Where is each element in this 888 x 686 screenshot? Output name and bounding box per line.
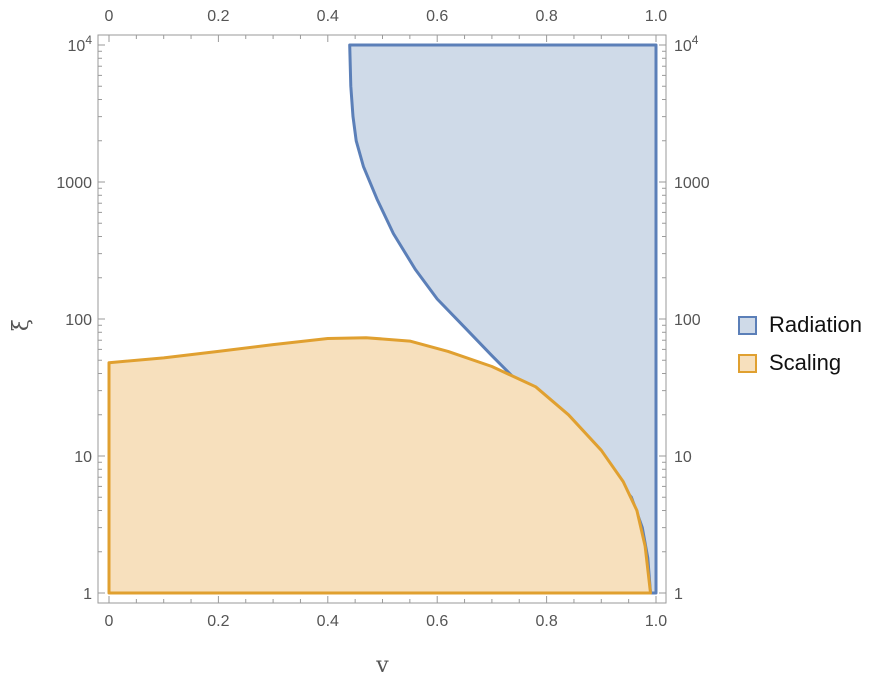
ticks-layer: 0 0 0.2 0.2 0.4 0.4 0.6 0.6 0.8 0.8 1.0 1.0 1 1 10 10 10… <box>56 8 709 630</box>
y-tick-label-left: 1000 <box>56 175 92 192</box>
x-axis-label: v <box>375 653 389 678</box>
series-layer <box>107 43 658 595</box>
x-tick-label-bottom: 0.6 <box>426 613 448 630</box>
x-tick-label-top: 0.8 <box>535 8 557 25</box>
x-tick-label-top: 0.4 <box>317 8 339 25</box>
y-tick-label-right: 100 <box>674 312 701 329</box>
y-axis-label: ξ <box>9 319 34 331</box>
x-tick-label-top: 0.2 <box>207 8 229 25</box>
legend: Radiation Scaling <box>738 306 862 382</box>
series-area-scaling <box>107 336 652 595</box>
y-tick-label-left: 10 <box>74 449 92 466</box>
legend-swatch-radiation <box>738 315 757 335</box>
legend-item-radiation: Radiation <box>738 306 862 344</box>
x-tick-label-top: 0.6 <box>426 8 448 25</box>
legend-label-scaling: Scaling <box>769 350 842 375</box>
x-tick-label-bottom: 0 <box>105 613 114 630</box>
x-tick-label-top: 1.0 <box>645 8 667 25</box>
x-tick-label-top: 0 <box>105 8 114 25</box>
x-tick-label-bottom: 1.0 <box>645 613 667 630</box>
y-tick-label-left: 1 <box>83 586 92 603</box>
legend-label-radiation: Radiation <box>769 312 862 337</box>
y-tick-label-right: 104 <box>674 33 699 55</box>
legend-item-scaling: Scaling <box>738 344 862 382</box>
x-tick-label-bottom: 0.8 <box>535 613 557 630</box>
y-tick-label-left: 100 <box>65 312 92 329</box>
x-tick-label-bottom: 0.4 <box>317 613 339 630</box>
x-tick-label-bottom: 0.2 <box>207 613 229 630</box>
y-tick-exponent: 4 <box>85 33 92 47</box>
y-tick-label-right: 1000 <box>674 175 710 192</box>
y-tick-exponent: 4 <box>692 33 699 47</box>
y-tick-label-right: 1 <box>674 586 683 603</box>
legend-swatch-scaling <box>738 353 757 373</box>
y-tick-label-left: 104 <box>68 33 93 55</box>
y-tick-label-right: 10 <box>674 449 692 466</box>
